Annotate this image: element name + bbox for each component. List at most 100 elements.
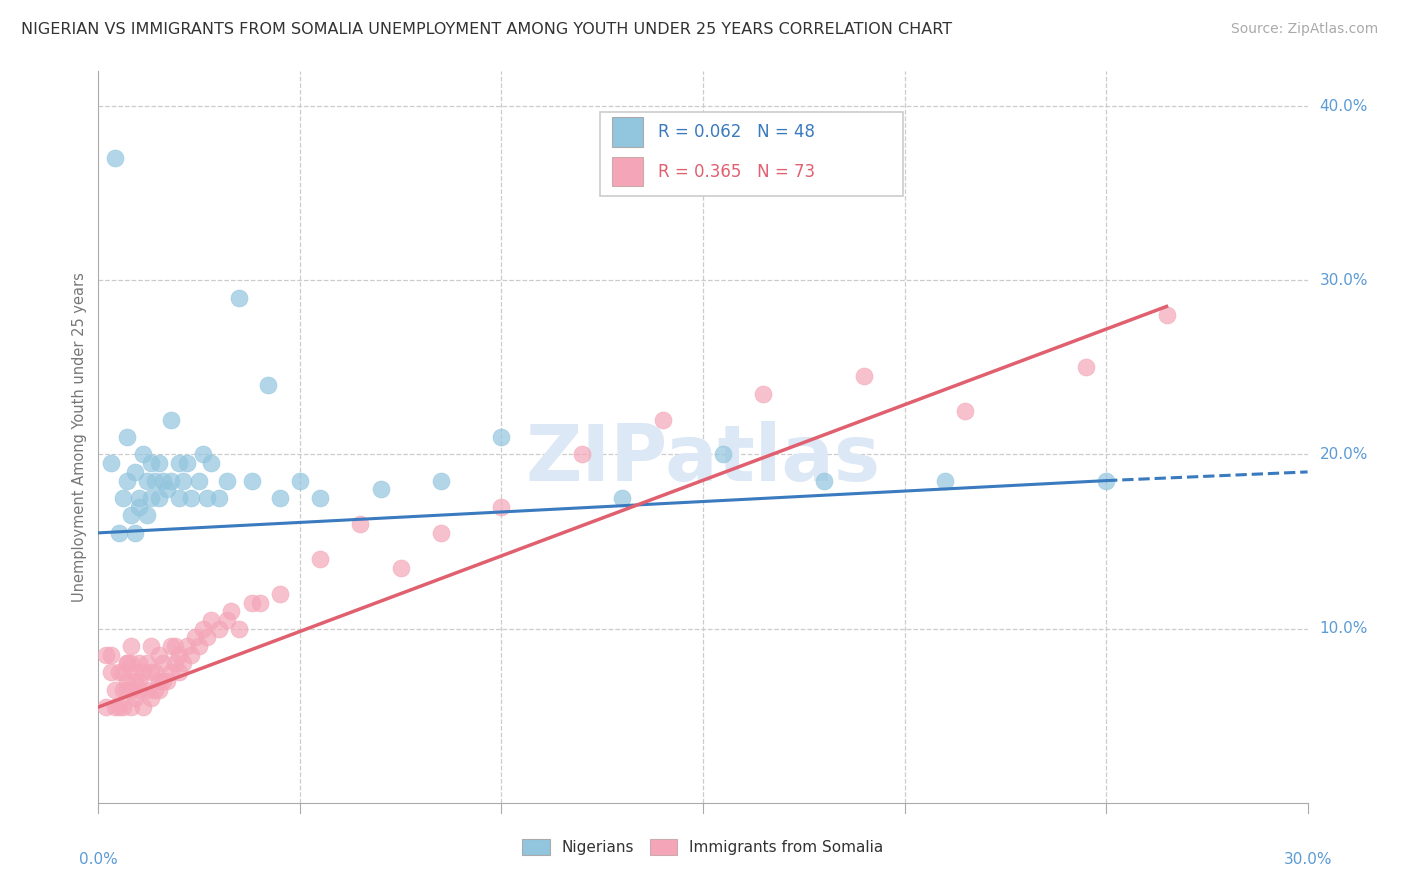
Point (208, 622, 231, 636)
Point (217, 474, 239, 488)
Point (107, 665, 129, 680)
Point (953, 404, 976, 418)
Point (115, 682, 138, 697)
Point (111, 682, 134, 697)
Point (195, 631, 218, 645)
Point (128, 500, 150, 514)
Point (120, 700, 142, 714)
Point (100, 456, 122, 470)
Point (152, 673, 174, 688)
Point (135, 474, 157, 488)
Point (172, 474, 194, 488)
Point (111, 700, 134, 714)
Point (143, 682, 166, 697)
Point (752, 386, 775, 401)
Point (139, 691, 162, 706)
Point (124, 691, 146, 706)
Point (115, 474, 138, 488)
Point (107, 525, 129, 540)
Point (288, 474, 311, 488)
Bar (613, 118, 643, 146)
Point (107, 700, 129, 714)
Point (269, 587, 291, 601)
Point (163, 639, 186, 653)
Point (167, 648, 190, 662)
Point (430, 525, 453, 540)
Point (370, 483, 392, 497)
Point (167, 456, 190, 470)
Point (167, 665, 190, 680)
Point (96, 700, 118, 714)
Point (160, 412, 183, 426)
Point (152, 657, 174, 671)
Point (813, 474, 835, 488)
Point (172, 657, 194, 671)
Text: Source: ZipAtlas.com: Source: ZipAtlas.com (1230, 22, 1378, 37)
Point (163, 657, 186, 671)
Point (139, 665, 162, 680)
Point (571, 448, 593, 462)
Point (115, 657, 138, 671)
Point (491, 430, 513, 444)
Point (152, 474, 174, 488)
Text: 10.0%: 10.0% (1320, 621, 1368, 636)
Text: 30.0%: 30.0% (1320, 273, 1368, 288)
Text: 20.0%: 20.0% (1320, 447, 1368, 462)
Point (124, 665, 146, 680)
Point (103, 682, 125, 697)
Text: 40.0%: 40.0% (1320, 99, 1368, 113)
Point (156, 673, 179, 688)
Point (309, 491, 332, 505)
Point (160, 639, 183, 653)
Point (195, 491, 218, 505)
Text: 0.0%: 0.0% (79, 852, 118, 866)
Point (132, 448, 155, 462)
Point (208, 491, 231, 505)
Point (115, 430, 138, 444)
Point (135, 657, 157, 671)
Point (128, 673, 150, 688)
Point (115, 657, 138, 671)
Point (160, 474, 183, 488)
Point (167, 491, 190, 505)
Point (120, 682, 142, 697)
Point (148, 682, 170, 697)
Point (139, 639, 162, 653)
Point (135, 682, 157, 697)
Point (349, 517, 371, 532)
Point (1074, 360, 1097, 375)
Legend: Nigerians, Immigrants from Somalia: Nigerians, Immigrants from Somalia (516, 833, 890, 861)
Point (711, 448, 734, 462)
Point (100, 665, 122, 680)
Point (269, 491, 291, 505)
Y-axis label: Unemployment Among Youth under 25 years: Unemployment Among Youth under 25 years (72, 272, 87, 602)
Point (1156, 308, 1178, 322)
Point (128, 657, 150, 671)
Point (221, 604, 243, 618)
Point (389, 560, 412, 574)
Point (124, 673, 146, 688)
Point (193, 622, 215, 636)
Point (180, 648, 202, 662)
Point (143, 474, 166, 488)
Point (309, 552, 332, 566)
Point (256, 377, 278, 392)
Point (135, 508, 157, 523)
Point (160, 665, 183, 680)
Text: NIGERIAN VS IMMIGRANTS FROM SOMALIA UNEMPLOYMENT AMONG YOUTH UNDER 25 YEARS CORR: NIGERIAN VS IMMIGRANTS FROM SOMALIA UNEM… (21, 22, 952, 37)
Text: R = 0.365   N = 73: R = 0.365 N = 73 (658, 162, 815, 180)
Point (200, 613, 222, 627)
Point (1095, 474, 1118, 488)
Point (132, 700, 155, 714)
Point (240, 595, 263, 609)
FancyBboxPatch shape (600, 112, 903, 195)
Point (124, 465, 146, 479)
Point (180, 491, 202, 505)
Point (111, 665, 134, 680)
Point (143, 665, 166, 680)
Text: ZIPatlas: ZIPatlas (526, 421, 880, 497)
Point (132, 665, 155, 680)
Point (139, 456, 162, 470)
Point (100, 648, 122, 662)
Point (124, 525, 146, 540)
